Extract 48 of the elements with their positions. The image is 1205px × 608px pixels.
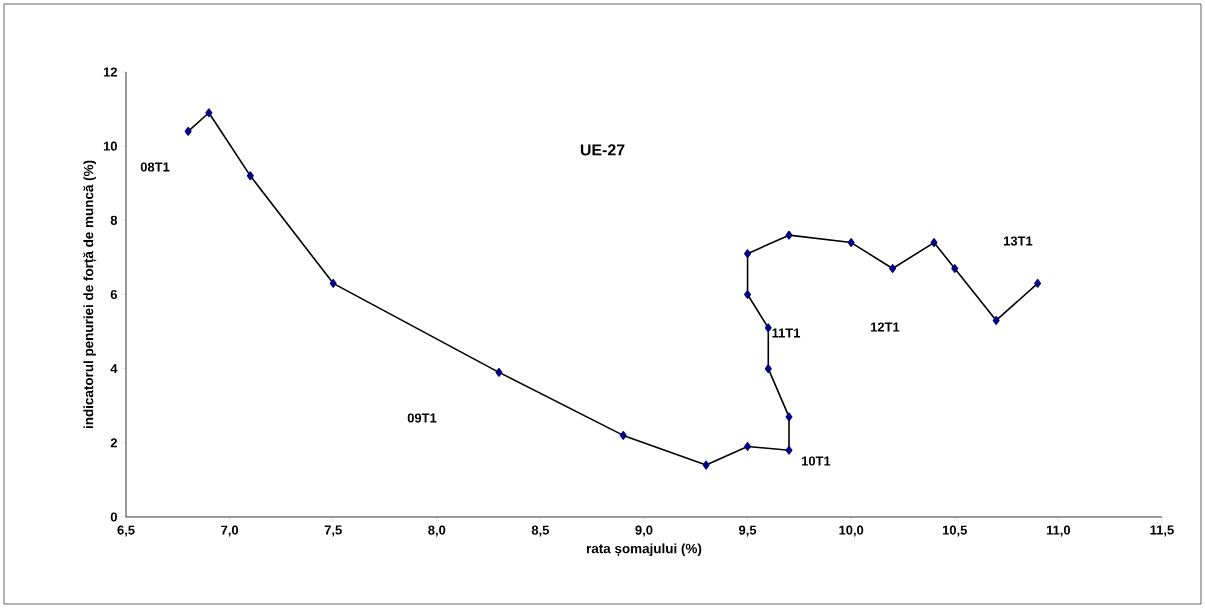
annotation: 10T1	[801, 456, 831, 466]
point	[785, 412, 793, 422]
x-tick-label: 10,0	[839, 525, 864, 537]
point	[744, 290, 752, 299]
x-tick-label: 8,0	[428, 525, 446, 537]
x-tick-label: 8,5	[531, 525, 550, 537]
y-axis-title: indicatorul penuriei de forță de muncă (%)	[83, 160, 97, 429]
y-tick-label: 0	[110, 512, 117, 522]
annotation: 09T1	[407, 413, 437, 423]
point	[744, 249, 752, 259]
point	[785, 230, 793, 240]
annotation: 12T1	[870, 322, 900, 332]
y-tick-label: 4	[110, 364, 118, 374]
y-tick-label: 2	[110, 438, 117, 448]
point	[702, 460, 710, 470]
point	[744, 442, 752, 451]
annotation: 13T1	[1003, 236, 1033, 246]
annotation: 11T1	[772, 328, 801, 338]
point	[764, 364, 772, 374]
point	[847, 238, 855, 247]
x-tick-label: 9,0	[635, 525, 653, 537]
x-tick-label: 9,5	[739, 525, 757, 537]
point	[619, 431, 627, 440]
point	[205, 108, 213, 118]
point	[764, 323, 772, 333]
x-tick-label: 11,5	[1150, 525, 1174, 537]
x-tick-label: 11,0	[1046, 525, 1071, 537]
x-tick-label: 7,0	[221, 525, 239, 537]
y-tick-label: 8	[110, 215, 118, 225]
point	[184, 126, 192, 136]
y-tick-label: 10	[103, 141, 117, 151]
point	[951, 264, 959, 273]
x-axis-title: rata șomajului (%)	[586, 543, 702, 557]
point	[889, 264, 897, 273]
point	[930, 238, 938, 247]
x-tick-label: 7,5	[324, 525, 342, 537]
point	[246, 171, 254, 181]
point	[329, 278, 337, 288]
x-tick-label: 10,5	[942, 525, 967, 537]
y-tick-label: 6	[110, 289, 118, 300]
text: UE-27	[580, 144, 625, 156]
x-tick-label: 6,5	[117, 525, 135, 537]
point	[495, 367, 503, 377]
point	[992, 316, 1000, 325]
point	[1034, 278, 1042, 288]
point	[785, 445, 793, 455]
annotation: 08T1	[140, 162, 170, 172]
y-tick-label: 12	[103, 67, 117, 77]
